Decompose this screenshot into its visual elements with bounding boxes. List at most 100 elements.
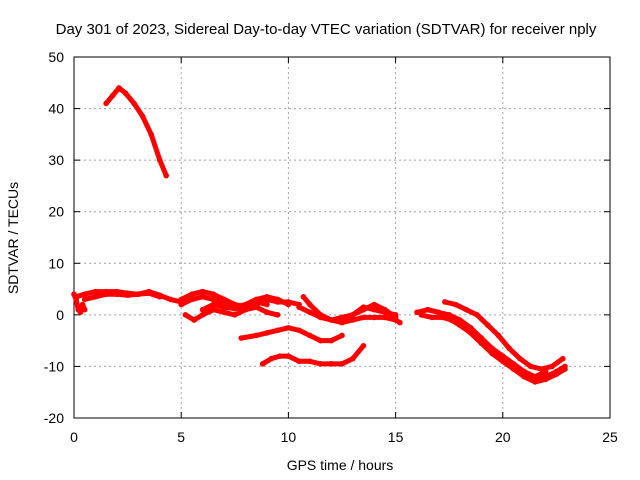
series-trace (183, 304, 281, 323)
data-point (478, 335, 485, 341)
data-point (510, 361, 517, 367)
data-point (242, 304, 249, 310)
data-point (189, 291, 195, 298)
data-point (199, 294, 206, 300)
y-tick-label: -20 (44, 410, 64, 426)
data-point (527, 363, 534, 370)
data-point (474, 312, 480, 318)
data-point (307, 332, 313, 339)
x-tick-label: 5 (177, 429, 185, 445)
chart-text-layer: Day 301 of 2023, Sidereal Day-to-day VTE… (5, 21, 597, 473)
data-point (264, 294, 270, 300)
data-point (307, 358, 313, 365)
data-point (435, 309, 442, 316)
data-point (429, 314, 435, 321)
x-tick-label: 0 (70, 429, 78, 445)
x-tick-label: 15 (388, 429, 404, 445)
data-point (131, 100, 137, 107)
data-point (285, 353, 292, 359)
data-point (532, 379, 538, 385)
data-point (81, 291, 88, 298)
data-point (414, 309, 420, 316)
data-point (446, 312, 453, 318)
x-tick-label: 20 (495, 429, 511, 445)
data-point (349, 355, 356, 362)
data-point (238, 335, 245, 341)
data-point (371, 306, 377, 313)
plot-frame (73, 56, 611, 419)
data-point (542, 376, 549, 383)
data-point (521, 368, 528, 375)
series-track-m (259, 343, 367, 367)
data-point (135, 291, 142, 298)
series-trace (103, 85, 169, 179)
axes: 0 5 10 15 20 25 -20 -10 0 10 20 30 40 50 (44, 49, 618, 445)
data-point (296, 327, 302, 334)
data-point (268, 355, 275, 362)
data-point (489, 345, 495, 352)
data-point (296, 358, 302, 365)
data-point (253, 304, 260, 310)
data-point (349, 317, 356, 323)
data-point (81, 306, 88, 313)
data-point (73, 294, 79, 300)
data-point (199, 312, 206, 318)
data-point (328, 361, 335, 367)
y-tick-label: 30 (48, 152, 64, 168)
data-point (339, 319, 345, 326)
series-track-k (339, 301, 399, 321)
data-point (232, 312, 238, 318)
data-point (178, 296, 184, 303)
data-point (253, 332, 260, 339)
x-tick-label: 25 (602, 429, 618, 445)
data-point (495, 332, 502, 339)
data-point (307, 301, 313, 308)
y-axis-label: SDTVAR / TECUs (5, 182, 21, 294)
series-trace (238, 325, 345, 344)
data-point (221, 296, 227, 303)
series-track-h (199, 299, 270, 313)
data-point (542, 368, 549, 375)
data-point (339, 332, 345, 339)
data-point (467, 324, 474, 331)
data-point (163, 172, 169, 179)
data-point (382, 314, 388, 321)
data-point (259, 361, 266, 367)
x-axis-label: GPS time / hours (287, 457, 394, 473)
data-point (156, 157, 163, 163)
y-tick-label: 40 (48, 101, 64, 117)
y-tick-label: 50 (48, 49, 64, 65)
data-point (109, 92, 116, 99)
data-point (274, 296, 281, 303)
data-point (274, 312, 281, 318)
data-point (328, 317, 335, 323)
data-point (560, 355, 566, 362)
series-track-g (182, 304, 281, 323)
data-point (463, 306, 470, 313)
data-point (210, 296, 217, 303)
data-point (124, 292, 131, 299)
data-point (277, 353, 283, 359)
data-point (392, 314, 399, 321)
data-point (553, 371, 560, 377)
data-point (167, 296, 174, 303)
data-point (148, 131, 154, 138)
data-point (182, 312, 189, 318)
series-track-q (424, 306, 549, 380)
data-point (191, 317, 197, 323)
data-point (264, 309, 270, 316)
data-point (116, 85, 122, 91)
data-point (506, 345, 513, 352)
data-point (285, 301, 292, 308)
y-tick-label: 10 (48, 255, 64, 271)
series-track-d (81, 290, 163, 303)
data-point (418, 312, 425, 318)
data-point (103, 100, 109, 107)
data-point (360, 306, 367, 313)
data-point (517, 355, 523, 362)
data-point (253, 299, 260, 305)
data-point (317, 337, 324, 344)
data-point (328, 337, 335, 344)
y-tick-label: 20 (48, 204, 64, 220)
